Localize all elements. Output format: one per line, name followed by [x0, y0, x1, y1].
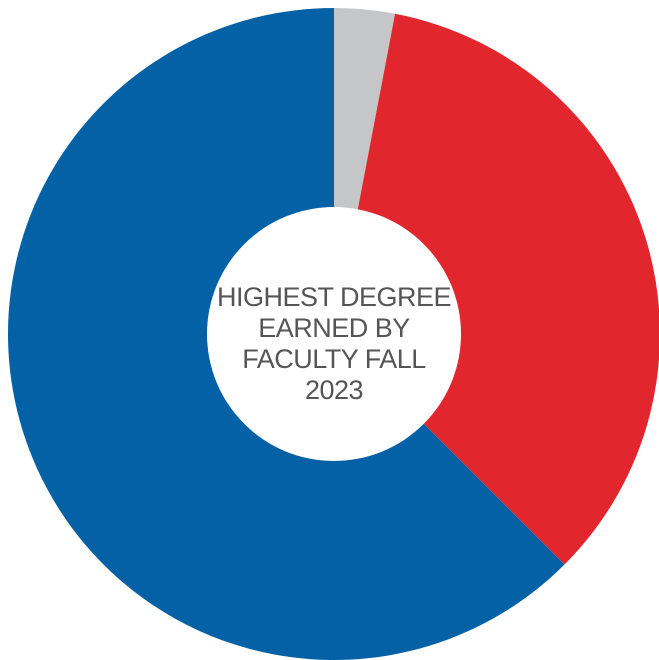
center-title-line-2: EARNED BY	[258, 313, 410, 343]
donut-slice-2	[334, 13, 659, 565]
center-title-line-1: HIGHEST DEGREE	[217, 282, 451, 312]
center-title-line-4: 2023	[305, 375, 363, 405]
center-title-line-3: FACULTY FALL	[242, 344, 426, 374]
donut-center-hole	[207, 207, 461, 461]
center-title: HIGHEST DEGREE EARNED BY FACULTY FALL 20…	[217, 282, 452, 405]
